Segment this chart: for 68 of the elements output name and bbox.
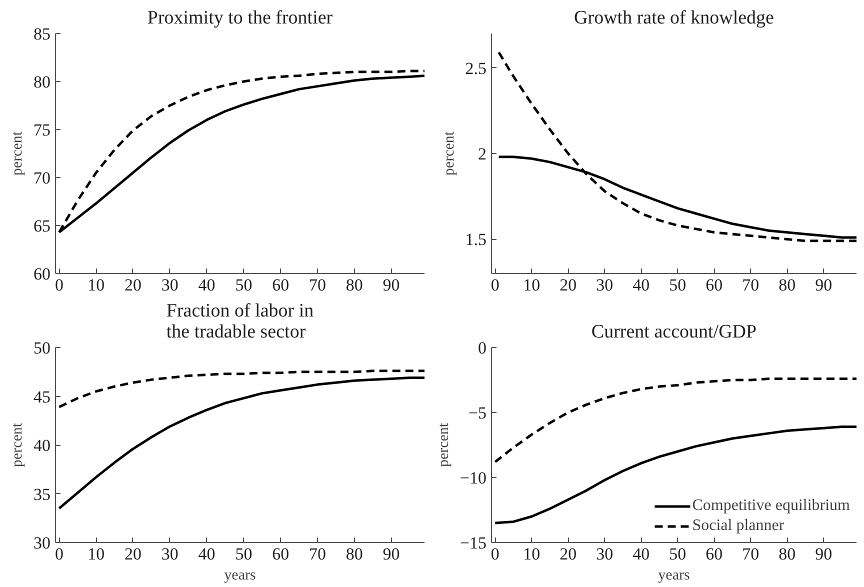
y-tick-label: 50 bbox=[34, 338, 50, 358]
x-tick-label: 80 bbox=[778, 276, 796, 294]
chart-title: Current account/GDP bbox=[591, 322, 757, 342]
x-tick-label: 70 bbox=[742, 544, 760, 564]
x-tick-label: 50 bbox=[235, 276, 252, 294]
x-tick-label: 90 bbox=[815, 544, 832, 564]
x-tick-label: 80 bbox=[346, 276, 363, 294]
x-tick-label: 0 bbox=[490, 276, 500, 294]
x-tick-label: 80 bbox=[346, 544, 363, 564]
y-tick-label: −15 bbox=[460, 534, 487, 552]
x-tick-label: 90 bbox=[382, 276, 400, 294]
x-tick-label: 10 bbox=[88, 276, 105, 294]
x-tick-label: 40 bbox=[632, 276, 650, 294]
x-tick-label: 80 bbox=[778, 544, 796, 564]
x-tick-label: 0 bbox=[490, 544, 500, 564]
x-tick-label: 60 bbox=[272, 276, 290, 294]
x-tick-label: 90 bbox=[382, 544, 400, 564]
y-tick-label: 0 bbox=[478, 338, 486, 358]
x-tick-label: 20 bbox=[560, 544, 577, 564]
x-tick-label: 30 bbox=[596, 276, 614, 294]
x-tick-label: 50 bbox=[669, 276, 686, 294]
x-tick-label: 70 bbox=[308, 544, 326, 564]
y-tick-label: −10 bbox=[460, 468, 487, 488]
x-tick-label: 20 bbox=[124, 276, 142, 294]
y-axis-title: percent bbox=[10, 422, 26, 468]
x-tick-label: 10 bbox=[88, 544, 105, 564]
x-tick-label: 90 bbox=[815, 276, 832, 294]
y-axis-title: percent bbox=[10, 130, 26, 176]
y-tick-label: 2 bbox=[478, 144, 486, 164]
x-tick-label: 60 bbox=[706, 276, 723, 294]
x-tick-label: 70 bbox=[742, 276, 760, 294]
x-tick-label: 0 bbox=[54, 544, 64, 564]
x-tick-label: 70 bbox=[308, 276, 326, 294]
y-tick-label: 70 bbox=[34, 168, 50, 188]
chart-title: Fraction of labor in the tradable sector bbox=[166, 300, 314, 342]
y-tick-label: 65 bbox=[34, 216, 50, 236]
x-tick-label: 30 bbox=[161, 544, 178, 564]
y-axis-title: percent bbox=[441, 130, 458, 176]
x-tick-label: 20 bbox=[124, 544, 142, 564]
y-tick-label: 35 bbox=[34, 484, 50, 504]
y-axis-title: percent bbox=[436, 422, 452, 468]
x-tick-label: 60 bbox=[272, 544, 290, 564]
x-axis-title: years bbox=[658, 568, 690, 584]
chart-title: Proximity to the frontier bbox=[147, 8, 334, 28]
x-tick-label: 40 bbox=[198, 544, 216, 564]
x-tick-label: 40 bbox=[632, 544, 650, 564]
x-tick-label: 30 bbox=[161, 276, 178, 294]
y-tick-label: 1.5 bbox=[465, 230, 486, 250]
legend-label: Social planner bbox=[692, 517, 784, 535]
x-tick-label: 0 bbox=[54, 276, 64, 294]
y-tick-label: 75 bbox=[34, 120, 50, 140]
y-tick-label: 2.5 bbox=[465, 58, 486, 78]
chart-title: Growth rate of knowledge bbox=[574, 8, 774, 28]
x-tick-label: 40 bbox=[198, 276, 216, 294]
x-tick-label: 20 bbox=[560, 276, 577, 294]
legend-label: Competitive equilibrium bbox=[692, 497, 850, 515]
x-axis-title: years bbox=[224, 568, 256, 584]
x-tick-label: 60 bbox=[706, 544, 723, 564]
x-tick-label: 10 bbox=[523, 276, 540, 294]
x-tick-label: 50 bbox=[669, 544, 686, 564]
y-tick-label: 40 bbox=[34, 436, 50, 455]
y-tick-label: 45 bbox=[34, 387, 50, 406]
x-tick-label: 10 bbox=[523, 544, 540, 564]
x-tick-label: 50 bbox=[235, 544, 252, 564]
y-tick-label: 80 bbox=[34, 72, 50, 92]
y-tick-label: −5 bbox=[468, 404, 487, 422]
x-tick-label: 30 bbox=[596, 544, 614, 564]
y-tick-label: 85 bbox=[34, 24, 50, 44]
